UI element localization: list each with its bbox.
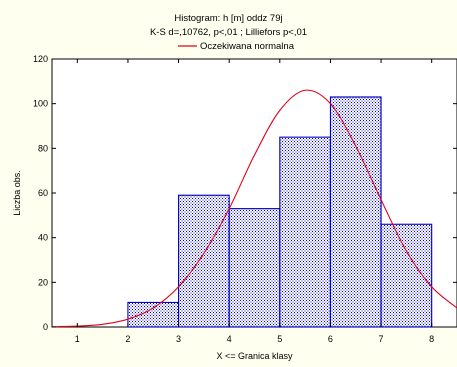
x-tick-label: 2 bbox=[125, 334, 130, 344]
normal-curve bbox=[51, 89, 457, 328]
y-axis: 0 20 40 60 80 100 120 bbox=[33, 54, 457, 332]
x-tick-label: 7 bbox=[379, 334, 384, 344]
curve-layer bbox=[51, 89, 457, 328]
x-axis: 1 2 3 4 5 6 7 8 bbox=[75, 59, 434, 344]
y-axis-label: Liczba obs. bbox=[12, 170, 22, 216]
bars-layer bbox=[127, 96, 433, 328]
legend: Oczekiwana normalna bbox=[178, 41, 295, 52]
x-axis-label: X <= Granica klasy bbox=[216, 351, 293, 361]
x-tick-label: 3 bbox=[176, 334, 181, 344]
histogram-bar-6 bbox=[380, 223, 433, 328]
y-tick-label: 20 bbox=[38, 277, 48, 287]
y-tick-label: 100 bbox=[33, 99, 48, 109]
chart-subtitle: K-S d=,10762, p<,01 ; Lilliefors p<,01 bbox=[150, 27, 307, 38]
y-tick-label: 0 bbox=[43, 322, 48, 332]
y-tick-label: 40 bbox=[38, 233, 48, 243]
histogram-bar-2 bbox=[178, 194, 230, 328]
histogram-bar-1 bbox=[127, 301, 180, 328]
x-tick-label: 1 bbox=[75, 334, 80, 344]
y-tick-label: 60 bbox=[38, 188, 48, 198]
histogram-bar-3 bbox=[228, 208, 281, 328]
y-tick-label: 120 bbox=[33, 54, 48, 64]
x-tick-label: 8 bbox=[429, 334, 434, 344]
x-tick-label: 5 bbox=[277, 334, 282, 344]
histogram-bar-4 bbox=[279, 136, 331, 328]
x-tick-label: 6 bbox=[328, 334, 333, 344]
chart-title: Histogram: h [m] oddz 79j bbox=[174, 13, 282, 24]
histogram-bar-5 bbox=[329, 96, 382, 328]
x-tick-label: 4 bbox=[227, 334, 232, 344]
y-tick-label: 80 bbox=[38, 143, 48, 153]
legend-entry-label: Oczekiwana normalna bbox=[200, 41, 295, 52]
